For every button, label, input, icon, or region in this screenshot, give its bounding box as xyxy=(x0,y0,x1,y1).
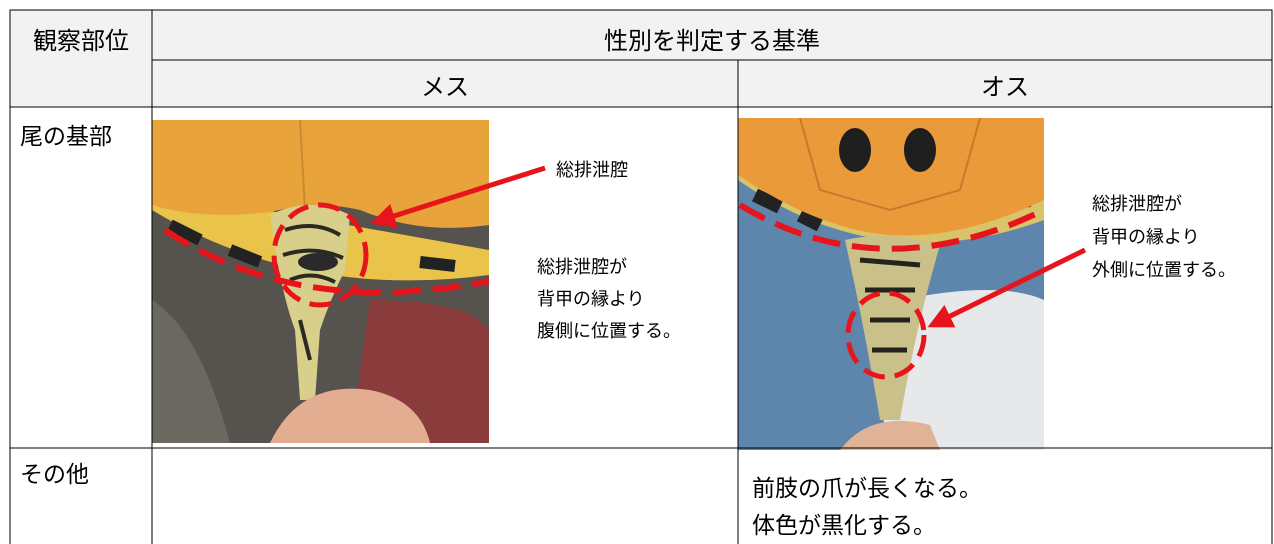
annotation-line: 総排泄腔が xyxy=(537,257,627,278)
annotation-line: 外側に位置する。 xyxy=(1092,260,1236,281)
row-label: 尾の基部 xyxy=(20,124,112,150)
pointer-arrow xyxy=(927,247,1087,328)
annotation-line: 総排泄腔が xyxy=(1092,194,1182,215)
header-male: オス xyxy=(981,73,1029,101)
pointer-label: 総排泄腔 xyxy=(556,160,628,181)
description-line: 前肢の爪が長くなる。 xyxy=(752,476,982,502)
annotation-line: 背甲の縁より xyxy=(1092,227,1200,248)
male-photo xyxy=(738,118,1044,450)
table-border xyxy=(9,9,1273,544)
header-background xyxy=(10,10,1272,107)
header-observation-part: 観察部位 xyxy=(33,27,129,55)
description-line: 体色が黒化する。 xyxy=(752,513,936,539)
row-label: その他 xyxy=(20,462,89,488)
annotation-line: 背甲の縁より xyxy=(537,289,645,310)
header-female: メス xyxy=(421,73,469,101)
header-criteria: 性別を判定する基準 xyxy=(604,27,820,55)
female-photo xyxy=(152,120,489,443)
pointer-arrow xyxy=(370,165,546,228)
annotation-line: 腹側に位置する。 xyxy=(537,321,681,342)
